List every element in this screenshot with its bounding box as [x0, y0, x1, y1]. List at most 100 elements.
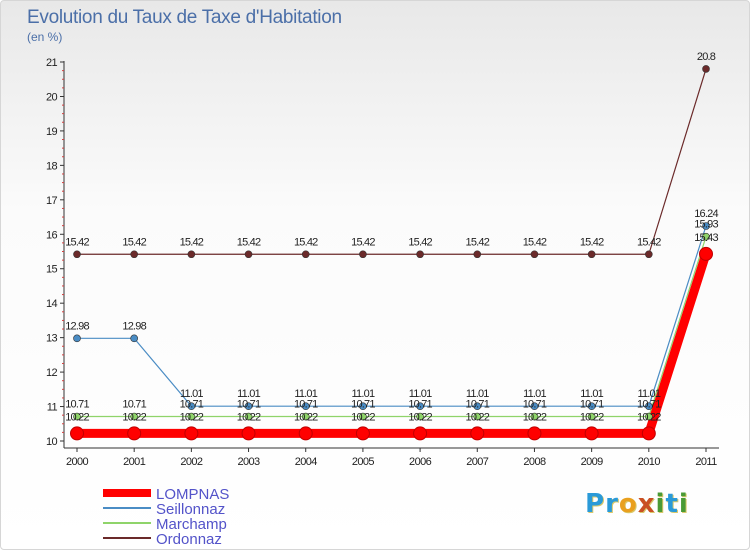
data-point-marchamp: [244, 412, 253, 421]
series-line-ordonnaz: [76, 68, 707, 255]
data-point-ordonnaz: [702, 65, 710, 73]
data-point-ordonnaz: [187, 250, 196, 259]
data-label: 10.71: [580, 399, 604, 411]
data-point-marchamp: [645, 412, 653, 421]
data-point-lompnas: [413, 426, 428, 441]
data-label: 10.22: [65, 411, 89, 423]
data-point-seillonnaz: [130, 334, 138, 343]
data-point-lompnas: [699, 246, 713, 261]
data-point-seillonnaz: [587, 402, 596, 411]
data-point-seillonnaz: [359, 402, 367, 411]
legend-label-ordonnaz: Ordonnaz: [156, 531, 222, 548]
x-tick-label: 2006: [409, 456, 432, 468]
data-point-marchamp: [702, 232, 710, 241]
data-point-marchamp: [301, 412, 310, 421]
x-tick-label: 2010: [638, 456, 661, 468]
data-label: 11.01: [523, 388, 546, 400]
y-tick-label: 13: [46, 333, 58, 345]
data-label: 15.43: [694, 232, 718, 244]
x-tick-label: 2005: [352, 456, 375, 468]
x-tick-label: 2009: [581, 456, 604, 468]
data-point-lompnas: [184, 426, 199, 441]
data-point-ordonnaz: [587, 250, 596, 259]
data-label: 12.98: [122, 320, 146, 332]
data-point-lompnas: [527, 426, 542, 441]
y-tick-label: 15: [46, 264, 58, 276]
data-point-marchamp: [130, 412, 138, 421]
data-label: 10.22: [237, 411, 261, 423]
data-label: 10.71: [65, 399, 89, 411]
data-label: 15.42: [237, 236, 261, 248]
data-point-lompnas: [584, 426, 599, 441]
data-point-ordonnaz: [359, 250, 367, 259]
data-label: 10.71: [294, 399, 318, 411]
data-point-seillonnaz: [473, 402, 482, 411]
data-point-lompnas: [470, 426, 485, 441]
x-tick-label: 2004: [295, 456, 318, 468]
logo-letter: x: [637, 489, 656, 519]
data-label: 10.22: [580, 411, 604, 423]
y-tick-label: 20: [46, 91, 58, 103]
data-label: 15.42: [351, 236, 375, 248]
y-tick-label: 14: [46, 298, 58, 310]
data-label: 10.22: [408, 411, 432, 423]
data-label: 10.71: [466, 399, 490, 411]
series-line-marchamp: [76, 236, 707, 418]
data-label: 10.71: [180, 399, 204, 411]
legend-label-lompnas: LOMPNAS: [156, 486, 229, 503]
data-point-ordonnaz: [416, 250, 424, 259]
data-label: 11.01: [409, 388, 432, 400]
data-label: 10.71: [122, 399, 146, 411]
data-point-ordonnaz: [473, 250, 482, 259]
data-label: 10.22: [466, 411, 490, 423]
data-label: 11.01: [637, 388, 660, 400]
data-label: 10.22: [637, 411, 661, 423]
data-point-marchamp: [359, 412, 367, 421]
data-point-lompnas: [298, 426, 313, 441]
data-point-lompnas: [70, 426, 84, 441]
data-label: 15.42: [65, 236, 89, 248]
data-label: 11.01: [580, 388, 603, 400]
data-label: 15.42: [580, 236, 604, 248]
data-label: 12.98: [65, 320, 89, 332]
data-label: 15.42: [180, 236, 204, 248]
data-point-ordonnaz: [301, 250, 310, 259]
series-line-seillonnaz: [76, 225, 707, 407]
data-point-ordonnaz: [530, 250, 539, 259]
y-tick-label: 16: [46, 229, 58, 241]
data-label: 10.71: [237, 399, 261, 411]
y-tick-label: 10: [46, 436, 58, 448]
data-label: 15.42: [523, 236, 547, 248]
legend-label-seillonnaz: Seillonnaz: [156, 501, 225, 518]
chart-subtitle: (en %): [27, 30, 63, 44]
logo-letter: o: [618, 489, 638, 519]
logo-letter: i: [678, 489, 689, 519]
data-label: 10.71: [523, 399, 547, 411]
data-label: 11.01: [294, 388, 317, 400]
data-label: 10.71: [408, 399, 432, 411]
data-point-ordonnaz: [73, 250, 81, 259]
data-label: 15.42: [408, 236, 432, 248]
data-label: 16.24: [694, 208, 718, 220]
y-tick-label: 12: [46, 367, 58, 379]
x-tick-label: 2008: [523, 456, 546, 468]
proxiti-logo: Proxiti: [585, 489, 689, 519]
data-point-seillonnaz: [187, 402, 196, 411]
data-point-seillonnaz: [645, 402, 653, 411]
data-label: 15.93: [694, 219, 718, 231]
data-label: 10.71: [351, 399, 375, 411]
data-point-marchamp: [473, 412, 482, 421]
data-point-ordonnaz: [244, 250, 253, 259]
data-label: 10.22: [523, 411, 547, 423]
data-label: 10.22: [294, 411, 318, 423]
y-tick-label: 18: [46, 160, 58, 172]
logo-letter: t: [665, 489, 679, 519]
data-point-lompnas: [641, 426, 656, 441]
data-label: 15.42: [637, 236, 661, 248]
chart-title: Evolution du Taux de Taxe d'Habitation: [27, 7, 342, 28]
x-tick-label: 2001: [123, 456, 146, 468]
x-tick-label: 2002: [180, 456, 203, 468]
data-label: 20.8: [697, 51, 716, 63]
legend-label-marchamp: Marchamp: [156, 516, 227, 533]
y-tick-label: 21: [46, 57, 58, 69]
